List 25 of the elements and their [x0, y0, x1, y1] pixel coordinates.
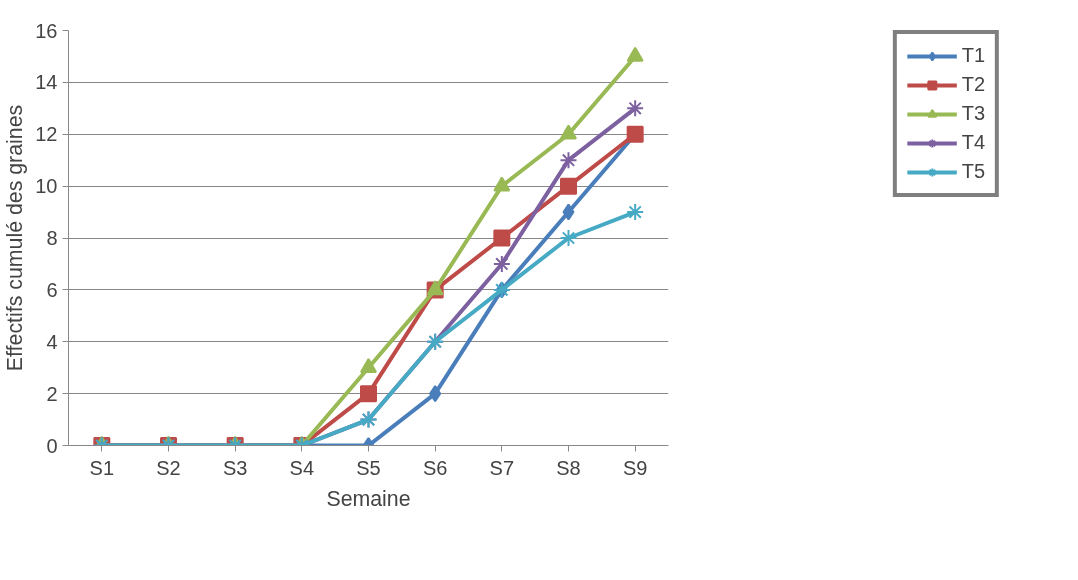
y-tick-label: 14 — [35, 71, 58, 94]
x-tick-label: S2 — [156, 456, 181, 479]
y-tick-label: 4 — [46, 330, 58, 353]
y-tick-label: 0 — [46, 434, 58, 457]
x-tick-label: S6 — [422, 456, 448, 479]
x-tick-label: S5 — [356, 456, 381, 479]
legend-label: T2 — [961, 73, 986, 96]
y-tick-label: 12 — [35, 123, 58, 146]
y-tick-label: 6 — [46, 278, 58, 301]
legend-label: T5 — [961, 160, 986, 183]
y-tick-label: 8 — [46, 227, 58, 249]
legend-label: T4 — [961, 131, 986, 154]
x-tick-label: S4 — [289, 456, 315, 479]
x-tick-label: S8 — [556, 456, 581, 479]
legend-label: T3 — [961, 102, 986, 125]
x-tick-label: S1 — [89, 456, 115, 479]
y-tick-label: 10 — [35, 175, 58, 198]
y-tick-label: 2 — [46, 382, 58, 405]
y-axis-title: Effectifs cumulé des graines — [3, 104, 28, 372]
legend-label: T1 — [961, 44, 986, 67]
y-tick-label: 16 — [35, 19, 58, 42]
x-tick-label: S7 — [489, 456, 515, 479]
x-tick-label: S3 — [222, 456, 248, 479]
x-axis-title: Semaine — [326, 486, 411, 511]
x-tick-label: S9 — [622, 456, 648, 479]
